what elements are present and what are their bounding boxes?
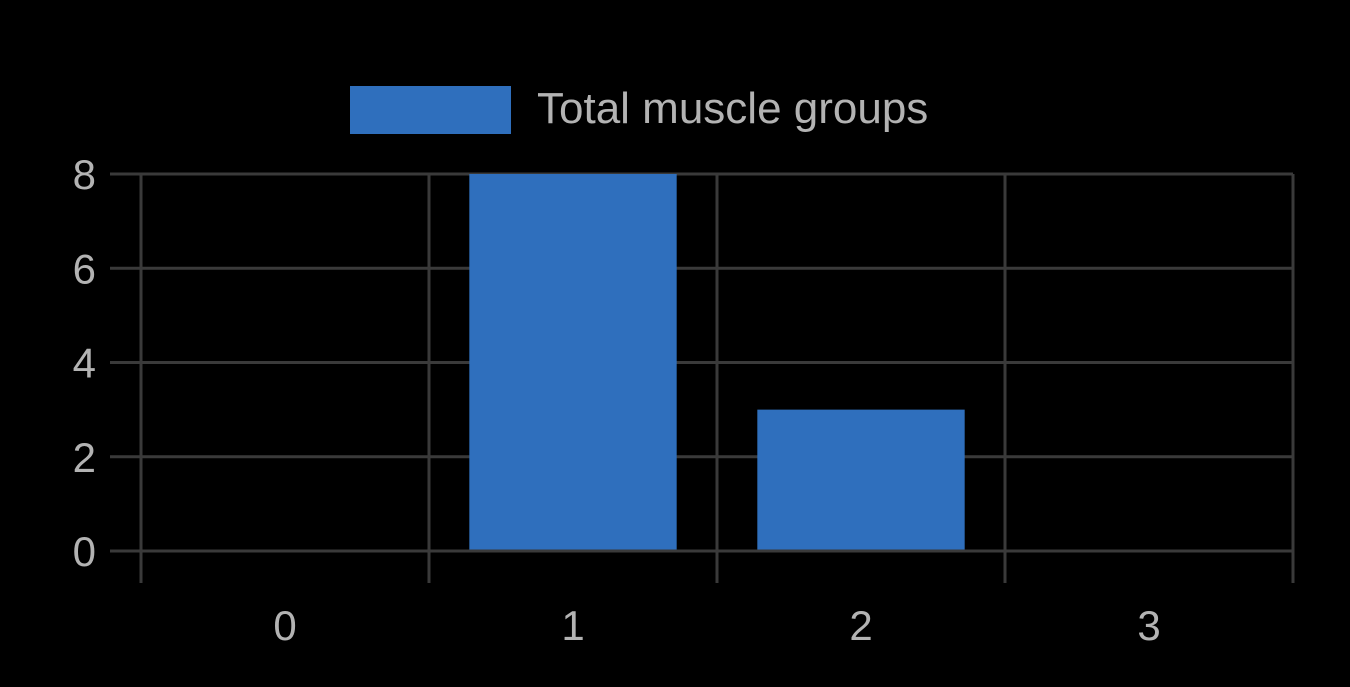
y-tick-label: 0 [73,528,96,575]
grid-lines [110,172,1295,583]
y-tick-label: 6 [73,245,96,292]
legend-label[interactable]: Total muscle groups [537,84,928,133]
x-tick-label: 3 [1137,602,1160,649]
bar [469,174,677,550]
y-tick-label: 4 [73,340,96,387]
x-tick-label: 1 [561,602,584,649]
x-tick-label: 0 [273,602,296,649]
legend-swatch[interactable] [350,86,511,134]
x-axis-ticks: 0 1 2 3 [273,602,1160,649]
legend[interactable]: Total muscle groups [350,84,928,134]
y-tick-label: 8 [73,151,96,198]
bar [757,409,965,550]
y-tick-label: 2 [73,434,96,481]
y-axis-ticks: 0 2 4 6 8 [73,151,96,575]
x-tick-label: 2 [849,602,872,649]
bars [469,174,965,550]
